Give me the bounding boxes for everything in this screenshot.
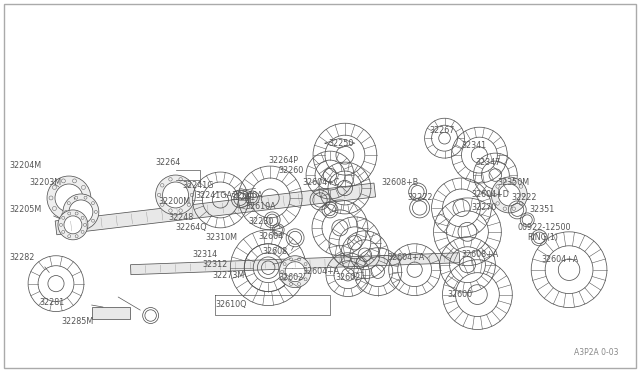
Text: 32270: 32270 bbox=[472, 203, 497, 212]
Text: 32204M: 32204M bbox=[9, 161, 42, 170]
Circle shape bbox=[64, 216, 82, 234]
Text: 32250: 32250 bbox=[328, 139, 353, 148]
Circle shape bbox=[58, 210, 88, 240]
Text: 32604+A: 32604+A bbox=[541, 255, 579, 264]
Text: 32314: 32314 bbox=[193, 250, 218, 259]
Text: 32241G: 32241G bbox=[182, 180, 214, 189]
Text: 32281: 32281 bbox=[39, 298, 64, 307]
Circle shape bbox=[47, 176, 91, 220]
Text: 32267: 32267 bbox=[429, 126, 455, 135]
Text: 32604+C: 32604+C bbox=[302, 177, 339, 186]
Text: 32310M: 32310M bbox=[205, 233, 237, 242]
Text: 32205M: 32205M bbox=[9, 205, 42, 214]
Text: 32600: 32600 bbox=[447, 290, 473, 299]
Text: 32241GA: 32241GA bbox=[195, 192, 232, 201]
Text: 32602: 32602 bbox=[278, 273, 303, 282]
Circle shape bbox=[63, 194, 99, 230]
Text: 32350M: 32350M bbox=[497, 177, 529, 186]
Text: A3P2A 0-03: A3P2A 0-03 bbox=[574, 348, 619, 357]
Circle shape bbox=[492, 177, 527, 213]
Circle shape bbox=[55, 184, 83, 212]
Text: 32264Q: 32264Q bbox=[175, 223, 207, 232]
Text: 32203M: 32203M bbox=[29, 177, 61, 186]
Text: 32260: 32260 bbox=[278, 166, 303, 174]
Text: 32248: 32248 bbox=[168, 214, 194, 222]
FancyBboxPatch shape bbox=[92, 307, 130, 318]
Text: 32608: 32608 bbox=[262, 247, 287, 256]
Text: 32610A: 32610A bbox=[245, 202, 276, 211]
Circle shape bbox=[285, 262, 305, 282]
Text: 32200M: 32200M bbox=[159, 198, 191, 206]
Text: 32604: 32604 bbox=[258, 232, 284, 241]
Circle shape bbox=[156, 175, 195, 215]
Text: 32312: 32312 bbox=[202, 260, 228, 269]
Polygon shape bbox=[55, 183, 376, 235]
Text: 32610Q: 32610Q bbox=[216, 300, 247, 309]
Polygon shape bbox=[131, 253, 460, 275]
Text: 32264P: 32264P bbox=[268, 155, 298, 164]
Circle shape bbox=[499, 184, 520, 206]
Text: 32608+B: 32608+B bbox=[382, 177, 419, 186]
Circle shape bbox=[279, 256, 311, 288]
Text: 32604+A: 32604+A bbox=[302, 267, 339, 276]
Text: 32222: 32222 bbox=[408, 193, 433, 202]
Text: 32282: 32282 bbox=[9, 253, 35, 262]
Text: 32602: 32602 bbox=[335, 273, 360, 282]
Text: RING(1): RING(1) bbox=[527, 233, 558, 242]
Text: 32241: 32241 bbox=[230, 193, 255, 202]
Text: 00922-12500: 00922-12500 bbox=[517, 223, 571, 232]
Text: 32341: 32341 bbox=[461, 141, 486, 150]
Text: 32230: 32230 bbox=[248, 217, 273, 227]
Text: 32608+A: 32608+A bbox=[461, 250, 499, 259]
Text: 32273M: 32273M bbox=[212, 271, 244, 280]
Text: 32264: 32264 bbox=[156, 158, 181, 167]
Circle shape bbox=[163, 182, 189, 208]
Text: 32604+A: 32604+A bbox=[388, 253, 425, 262]
Text: 32285M: 32285M bbox=[61, 317, 93, 326]
Text: 32640A: 32640A bbox=[232, 192, 263, 201]
Text: 32351: 32351 bbox=[529, 205, 554, 214]
Text: 32604+D: 32604+D bbox=[472, 190, 509, 199]
Circle shape bbox=[69, 200, 93, 224]
Text: 32347: 32347 bbox=[476, 158, 500, 167]
Text: 32222: 32222 bbox=[511, 193, 537, 202]
